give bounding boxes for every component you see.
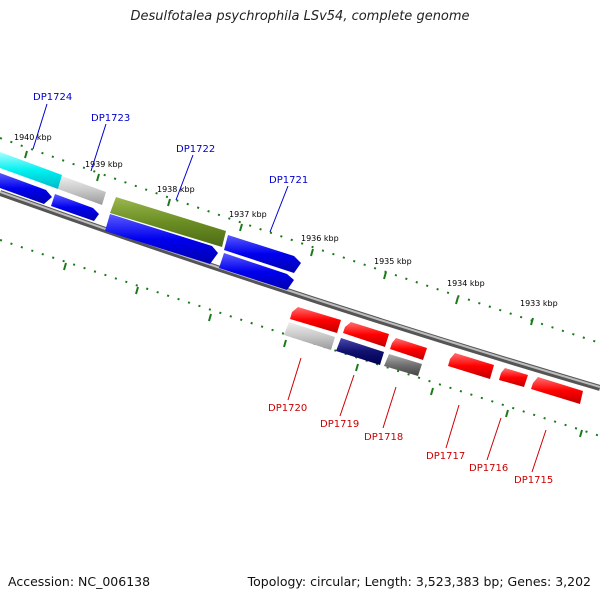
reverse-label-leaders <box>287 357 547 473</box>
topology-text: Topology: circular; Length: 3,523,383 bp… <box>247 574 591 589</box>
forward-strand-genes <box>0 152 301 290</box>
gene-label[interactable]: DP1715 <box>514 475 553 486</box>
scale-label: 1939 kbp <box>85 160 123 169</box>
scale-label: 1938 kbp <box>157 185 195 194</box>
gene-arrow[interactable] <box>51 194 99 221</box>
scale-label: 1934 kbp <box>447 279 485 288</box>
gene-arrow[interactable] <box>336 338 384 365</box>
reverse-gene-labels: DP1720 DP1719 DP1718 DP1717 DP1716 DP171… <box>268 403 553 486</box>
gene-arrow[interactable] <box>0 173 52 204</box>
gene-arrow[interactable] <box>290 307 341 333</box>
scale-label: 1933 kbp <box>520 299 558 308</box>
gene-arrow[interactable] <box>499 368 528 387</box>
major-ticks-outer <box>24 150 534 326</box>
reverse-strand-genes <box>284 307 583 404</box>
gene-arrow[interactable] <box>58 176 106 205</box>
gene-label[interactable]: DP1721 <box>269 175 308 186</box>
gene-arrow[interactable] <box>284 322 335 350</box>
gene-label[interactable]: DP1716 <box>469 463 508 474</box>
outer-tick-track <box>0 137 600 344</box>
scale-label: 1937 kbp <box>229 210 267 219</box>
gene-label[interactable]: DP1720 <box>268 403 307 414</box>
forward-gene-labels: DP1724 DP1723 DP1722 DP1721 <box>33 92 308 186</box>
scale-label: 1936 kbp <box>301 234 339 243</box>
genome-backbone-highlight <box>0 191 600 388</box>
gene-arrow[interactable] <box>390 338 427 360</box>
gene-label[interactable]: DP1719 <box>320 419 359 430</box>
gene-arrow[interactable] <box>110 197 226 247</box>
gene-label[interactable]: DP1723 <box>91 113 130 124</box>
gene-arrow[interactable] <box>448 353 494 379</box>
map-title: Desulfotalea psychrophila LSv54, complet… <box>130 9 470 24</box>
gene-arrow[interactable] <box>224 235 301 273</box>
gene-arrow[interactable] <box>343 322 389 347</box>
forward-label-leaders <box>32 103 289 233</box>
gene-arrow[interactable] <box>219 253 294 290</box>
scale-label: 1940 kbp <box>14 133 52 142</box>
genome-backbone <box>0 190 600 391</box>
scale-label: 1935 kbp <box>374 257 412 266</box>
scale-labels: 1940 kbp 1939 kbp 1938 kbp 1937 kbp 1936… <box>14 133 558 308</box>
accession-text: Accession: NC_006138 <box>8 574 151 589</box>
gene-label[interactable]: DP1718 <box>364 432 403 443</box>
gene-arrow[interactable] <box>384 354 422 376</box>
gene-label[interactable]: DP1722 <box>176 144 215 155</box>
inner-tick-track <box>0 239 600 437</box>
gene-arrow[interactable] <box>0 152 62 189</box>
major-ticks-inner <box>63 262 583 438</box>
gene-arrow[interactable] <box>105 214 218 264</box>
gene-label[interactable]: DP1724 <box>33 92 72 103</box>
gene-arrow[interactable] <box>531 377 583 404</box>
gene-label[interactable]: DP1717 <box>426 451 465 462</box>
